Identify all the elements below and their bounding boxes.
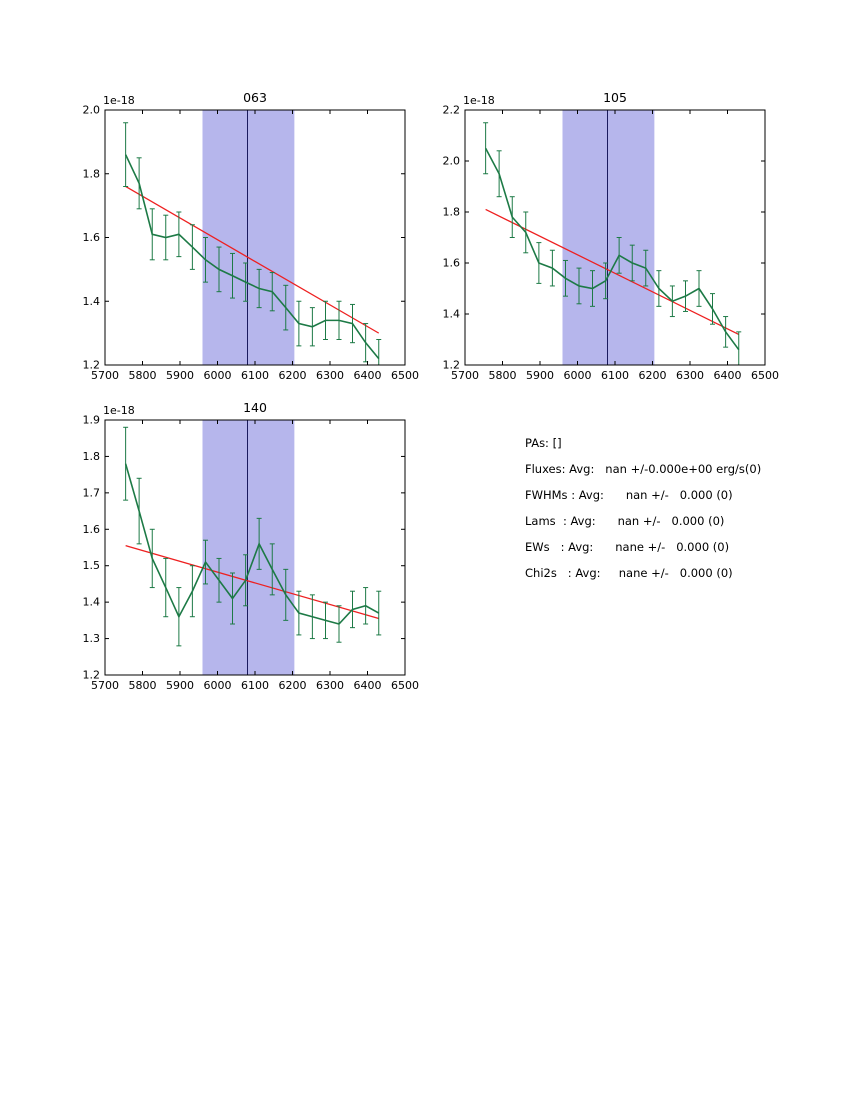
x-tick-label: 6100 <box>241 679 269 692</box>
axis-offset-label: 1e-18 <box>463 94 495 107</box>
y-tick-label: 1.8 <box>83 450 101 463</box>
data-line <box>124 463 380 625</box>
y-tick-label: 1.2 <box>83 359 101 372</box>
x-tick-label: 5800 <box>129 679 157 692</box>
fit-line <box>125 185 380 334</box>
x-tick-label: 5700 <box>91 369 119 382</box>
chart-panel-105: 5700 5800 5900 6000 6100 6200 6300 6400 6500 1.2 1… <box>425 80 781 390</box>
y-tick-label: 1.3 <box>83 632 101 645</box>
x-tick-label: 6300 <box>316 369 344 382</box>
x-tick-label: 6100 <box>601 369 629 382</box>
plot-area <box>483 110 742 365</box>
plot-area <box>123 420 382 675</box>
chart-panel-140: 5700 5800 5900 6000 6100 6200 6300 6400 6500 1.2 1… <box>65 390 421 700</box>
x-tick-label: 6200 <box>279 369 307 382</box>
stats-line-fluxes: Fluxes: Avg: nan +/-0.000e+00 erg/s(0) <box>525 462 762 476</box>
axis-offset-label: 1e-18 <box>103 404 135 417</box>
y-tick-label: 1.4 <box>83 596 101 609</box>
stats-line-lams: Lams : Avg: nan +/- 0.000 (0) <box>525 514 725 528</box>
highlight-band <box>562 110 655 365</box>
stats-panel: PAs: [] Fluxes: Avg: nan +/-0.000e+00 er… <box>525 430 761 586</box>
stats-line-fwhms: FWHMs : Avg: nan +/- 0.000 (0) <box>525 488 733 502</box>
y-tick-label: 1.2 <box>443 359 461 372</box>
x-tick-label: 6400 <box>354 679 382 692</box>
highlight-band <box>202 420 295 675</box>
x-tick-label: 6300 <box>316 679 344 692</box>
x-tick-label: 6100 <box>241 369 269 382</box>
x-tick-label: 5800 <box>489 369 517 382</box>
x-tick-label: 6500 <box>391 679 419 692</box>
chart-svg-140: 5700 5800 5900 6000 6100 6200 6300 6400 6500 1.2 1… <box>83 400 420 692</box>
x-tick-label: 6500 <box>751 369 779 382</box>
y-tick-label: 1.8 <box>83 167 101 180</box>
x-tick-label: 6400 <box>354 369 382 382</box>
x-tick-label: 6500 <box>391 369 419 382</box>
stats-line-ews: EWs : Avg: nane +/- 0.000 (0) <box>525 540 730 554</box>
x-tick-label: 6000 <box>204 369 232 382</box>
y-tick-label: 1.4 <box>83 295 101 308</box>
axis-offset-label: 1e-18 <box>103 94 135 107</box>
x-tick-label: 6400 <box>714 369 742 382</box>
y-tick-label: 1.6 <box>443 257 461 270</box>
y-tick-label: 1.5 <box>83 559 101 572</box>
y-tick-label: 1.9 <box>83 414 101 427</box>
y-tick-label: 2.2 <box>443 104 461 117</box>
chart-title: 105 <box>603 90 627 105</box>
y-tick-label: 1.6 <box>83 231 101 244</box>
stats-line-chi2s: Chi2s : Avg: nane +/- 0.000 (0) <box>525 566 733 580</box>
x-tick-label: 5700 <box>91 679 119 692</box>
chart-title: 140 <box>243 400 267 415</box>
y-tick-label: 1.4 <box>443 308 461 321</box>
x-tick-label: 6300 <box>676 369 704 382</box>
chart-panel-063: 5700 5800 5900 6000 6100 6200 6300 6400 6500 1.2 1… <box>65 80 421 390</box>
x-tick-label: 6200 <box>639 369 667 382</box>
x-tick-label: 6000 <box>204 679 232 692</box>
data-line <box>124 154 380 360</box>
fit-line <box>485 208 740 335</box>
y-tick-label: 1.2 <box>83 669 101 682</box>
y-tick-label: 2.0 <box>83 104 101 117</box>
x-tick-label: 5900 <box>526 369 554 382</box>
x-tick-label: 5900 <box>166 369 194 382</box>
stats-line-pas: PAs: [] <box>525 436 562 450</box>
fit-line <box>125 545 379 620</box>
x-tick-label: 5700 <box>451 369 479 382</box>
chart-svg-063: 5700 5800 5900 6000 6100 6200 6300 6400 6500 1.2 1… <box>83 90 420 382</box>
y-tick-label: 1.8 <box>443 206 461 219</box>
y-tick-label: 1.7 <box>83 486 101 499</box>
chart-svg-105: 5700 5800 5900 6000 6100 6200 6300 6400 6500 1.2 1… <box>443 90 780 382</box>
y-tick-label: 1.6 <box>83 523 101 536</box>
y-tick-label: 2.0 <box>443 155 461 168</box>
x-tick-label: 5900 <box>166 679 194 692</box>
x-tick-label: 5800 <box>129 369 157 382</box>
x-tick-label: 6000 <box>564 369 592 382</box>
plot-area <box>123 110 382 365</box>
chart-title: 063 <box>243 90 267 105</box>
highlight-band <box>202 110 295 365</box>
data-line <box>484 147 740 351</box>
x-tick-label: 6200 <box>279 679 307 692</box>
